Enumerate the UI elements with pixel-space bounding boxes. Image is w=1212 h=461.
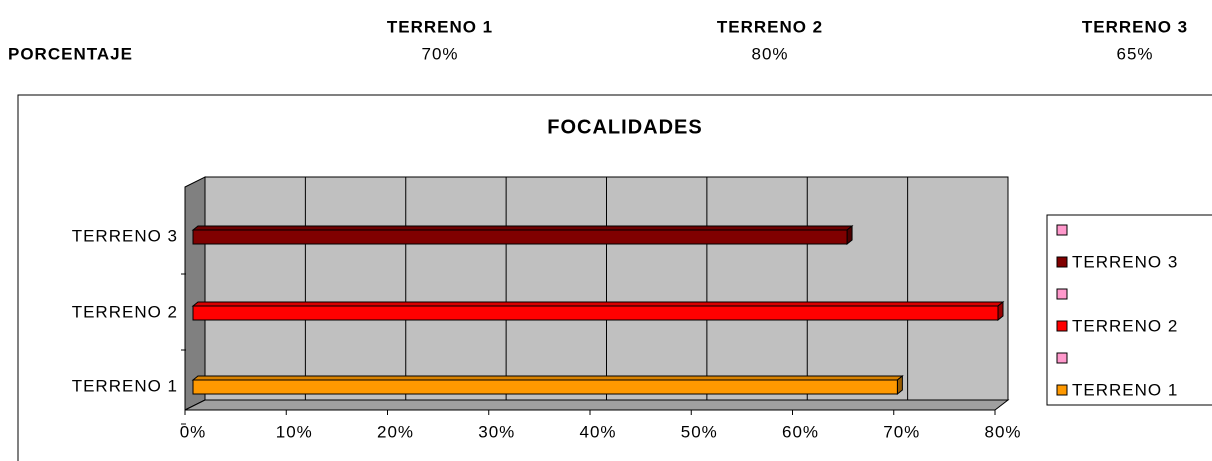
cell: 80% <box>751 44 788 63</box>
legend-label: TERRENO 2 <box>1072 316 1178 335</box>
x-tick-label: 40% <box>579 422 616 441</box>
column-header: TERRENO 1 <box>387 17 493 36</box>
bar <box>192 305 999 321</box>
bar <box>192 229 848 245</box>
legend-swatch <box>1056 320 1068 332</box>
x-tick-label: 0% <box>180 422 207 441</box>
x-tick-label: 10% <box>276 422 313 441</box>
bar-top <box>191 301 1005 307</box>
column-header: TERRENO 3 <box>1082 17 1188 36</box>
bar <box>192 379 898 395</box>
legend-blank-swatch <box>1056 288 1068 300</box>
legend-blank-swatch <box>1056 224 1068 236</box>
legend-label: TERRENO 3 <box>1072 252 1178 271</box>
column-header: TERRENO 2 <box>717 17 823 36</box>
x-tick-label: 70% <box>883 422 920 441</box>
legend <box>1046 214 1212 406</box>
y-tick-label: TERRENO 3 <box>72 226 178 245</box>
legend-label: TERRENO 1 <box>1072 380 1178 399</box>
x-tick-label: 50% <box>681 422 718 441</box>
chart-title: FOCALIDADES <box>547 116 702 138</box>
cell: 65% <box>1116 44 1153 63</box>
floor <box>184 399 1010 411</box>
x-tick-label: 20% <box>377 422 414 441</box>
x-tick-label: 60% <box>782 422 819 441</box>
x-tick-label: 80% <box>984 422 1021 441</box>
cell: 70% <box>421 44 458 63</box>
bar-top <box>191 375 904 381</box>
legend-blank-swatch <box>1056 352 1068 364</box>
side-wall <box>184 176 206 411</box>
y-tick-label: TERRENO 2 <box>72 302 178 321</box>
legend-swatch <box>1056 384 1068 396</box>
x-tick-label: 30% <box>478 422 515 441</box>
bar-top <box>191 225 854 231</box>
row-label: PORCENTAJE <box>8 44 133 63</box>
y-tick-label: TERRENO 1 <box>72 376 178 395</box>
legend-swatch <box>1056 256 1068 268</box>
